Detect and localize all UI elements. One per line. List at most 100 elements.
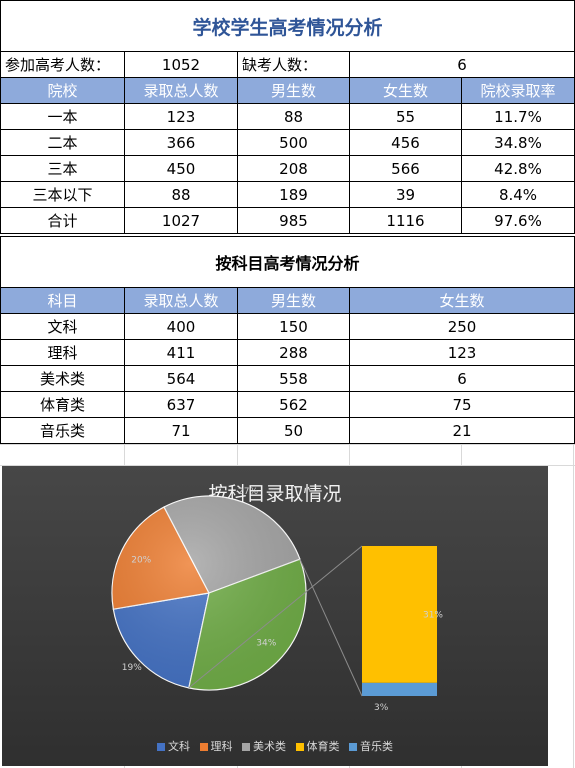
table-cell[interactable]: 55: [349, 103, 462, 130]
bar-segment-label: 3%: [374, 703, 389, 713]
pie-slice-label: 27%: [238, 487, 258, 497]
subject-header-row: 科目 录取总人数 男生数 女生数: [0, 287, 575, 314]
table-cell[interactable]: 合计: [0, 207, 125, 234]
table-cell[interactable]: 411: [124, 339, 238, 366]
table-cell[interactable]: 11.7%: [461, 103, 575, 130]
table-cell[interactable]: 123: [348, 339, 575, 366]
table-cell[interactable]: 123: [124, 103, 238, 130]
pie-chart-plot: 19% 20% 27% 34% 3% 31%: [111, 487, 443, 713]
summary-title: 学校学生高考情况分析: [0, 0, 575, 52]
table-row: 体育类 637 562 75: [0, 391, 575, 418]
table-cell[interactable]: 三本以下: [0, 181, 125, 208]
connector-line-1: [299, 558, 363, 697]
table-cell[interactable]: 288: [237, 339, 350, 366]
absent-count-label: 缺考人数：: [237, 51, 350, 78]
bar-segment-1[interactable]: [362, 546, 437, 683]
table-cell[interactable]: 208: [237, 155, 350, 182]
table-cell[interactable]: 456: [349, 129, 462, 156]
table-cell[interactable]: 366: [124, 129, 238, 156]
summary-header-row: 院校 录取总人数 男生数 女生数 院校录取率: [0, 77, 575, 104]
column-header: 女生数: [349, 77, 462, 104]
subject-analysis-table: 按科目高考情况分析 科目 录取总人数 男生数 女生数 文科 400 150 25…: [0, 236, 575, 444]
table-cell[interactable]: 189: [237, 181, 350, 208]
table-row: 三本 450 208 566 42.8%: [0, 155, 575, 182]
legend-item: 音乐类: [349, 738, 393, 754]
table-cell[interactable]: 985: [237, 207, 350, 234]
pie-slice-label: 20%: [131, 555, 151, 565]
exam-count-value[interactable]: 1052: [124, 51, 238, 78]
table-cell[interactable]: 75: [348, 391, 575, 418]
table-row: 一本 123 88 55 11.7%: [0, 103, 575, 130]
legend-swatch: [242, 743, 250, 751]
table-cell[interactable]: 1027: [124, 207, 238, 234]
bar-segment-0[interactable]: [362, 682, 437, 696]
subject-title: 按科目高考情况分析: [0, 236, 575, 288]
legend-label: 体育类: [306, 740, 340, 753]
column-header: 院校录取率: [461, 77, 575, 104]
table-cell[interactable]: 50: [237, 417, 350, 444]
column-header: 男生数: [237, 287, 350, 314]
table-cell[interactable]: 566: [349, 155, 462, 182]
column-header: 科目: [0, 287, 125, 314]
legend-swatch: [157, 743, 165, 751]
table-cell[interactable]: 音乐类: [0, 417, 125, 444]
table-cell[interactable]: 500: [237, 129, 350, 156]
table-row: 合计 1027 985 1116 97.6%: [0, 207, 575, 234]
table-cell[interactable]: 21: [348, 417, 575, 444]
table-cell[interactable]: 558: [237, 365, 350, 392]
legend-item: 体育类: [295, 738, 340, 754]
table-row: 美术类 564 558 6: [0, 365, 575, 392]
table-row: 文科 400 150 250: [0, 313, 575, 340]
table-cell[interactable]: 400: [124, 313, 238, 340]
legend-label: 文科: [168, 740, 190, 753]
chart-title: 按科目录取情况: [208, 483, 342, 505]
legend-swatch: [199, 743, 208, 751]
subject-admission-chart[interactable]: 按科目录取情况 19% 20% 27% 34% 3% 31% 文科 理科 美术类 体育类 …: [2, 466, 548, 766]
table-cell[interactable]: 562: [237, 391, 350, 418]
table-cell[interactable]: 1116: [349, 207, 462, 234]
connector-line-0: [188, 545, 363, 689]
legend-item: 理科: [199, 738, 233, 754]
table-cell[interactable]: 三本: [0, 155, 125, 182]
table-cell[interactable]: 39: [349, 181, 462, 208]
table-cell[interactable]: 6: [348, 365, 575, 392]
table-cell[interactable]: 637: [124, 391, 238, 418]
legend-item: 文科: [157, 738, 190, 754]
table-cell[interactable]: 42.8%: [461, 155, 575, 182]
legend-label: 音乐类: [360, 740, 393, 753]
table-cell[interactable]: 美术类: [0, 365, 125, 392]
table-cell[interactable]: 二本: [0, 129, 125, 156]
column-header: 院校: [0, 77, 125, 104]
table-cell[interactable]: 34.8%: [461, 129, 575, 156]
exam-count-label: 参加高考人数：: [0, 51, 125, 78]
bar-segment-label: 31%: [423, 610, 443, 620]
table-row: 理科 411 288 123: [0, 339, 575, 366]
table-cell[interactable]: 一本: [0, 103, 125, 130]
legend-swatch: [295, 743, 304, 751]
table-cell[interactable]: 8.4%: [461, 181, 575, 208]
column-header: 录取总人数: [124, 77, 238, 104]
table-cell[interactable]: 88: [124, 181, 238, 208]
table-cell[interactable]: 71: [124, 417, 238, 444]
table-cell[interactable]: 564: [124, 365, 238, 392]
table-cell[interactable]: 450: [124, 155, 238, 182]
chart-legend: 文科 理科 美术类 体育类 音乐类: [2, 738, 548, 754]
table-cell[interactable]: 250: [348, 313, 575, 340]
column-header: 女生数: [348, 287, 575, 314]
legend-item: 美术类: [242, 738, 286, 754]
table-row: 二本 366 500 456 34.8%: [0, 129, 575, 156]
absent-count-value[interactable]: 6: [349, 51, 575, 78]
legend-label: 理科: [210, 740, 233, 753]
table-cell[interactable]: 文科: [0, 313, 125, 340]
pie-slice-label: 19%: [122, 663, 142, 673]
table-cell[interactable]: 88: [237, 103, 350, 130]
pie-slice-label: 34%: [256, 638, 276, 648]
table-cell[interactable]: 150: [237, 313, 350, 340]
table-cell[interactable]: 97.6%: [461, 207, 575, 234]
table-row: 三本以下 88 189 39 8.4%: [0, 181, 575, 208]
table-cell[interactable]: 体育类: [0, 391, 125, 418]
table-cell[interactable]: 理科: [0, 339, 125, 366]
pie-sheen: [112, 496, 306, 690]
column-header: 录取总人数: [124, 287, 238, 314]
